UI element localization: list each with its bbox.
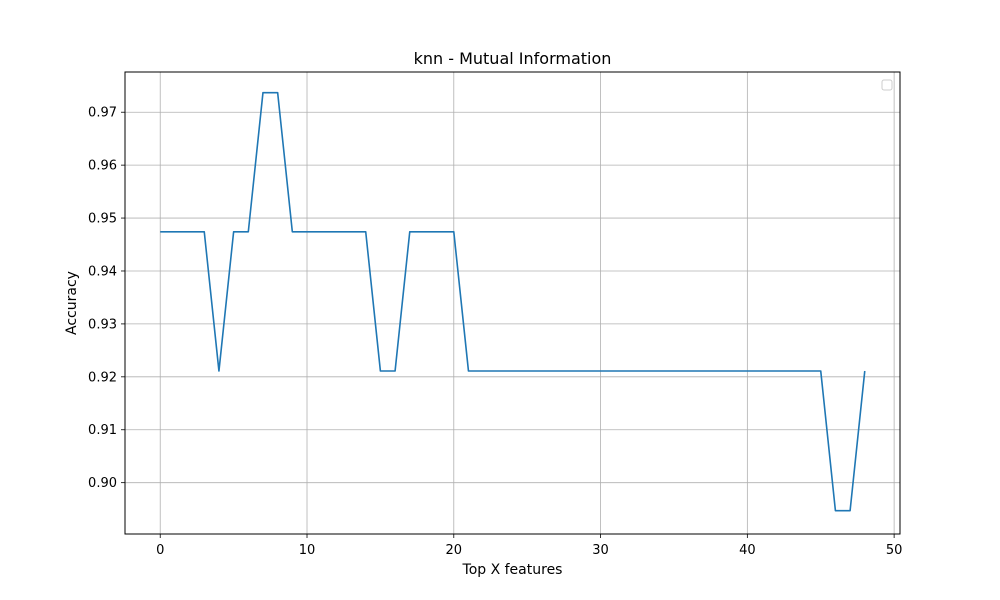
x-tick-label: 40 — [739, 543, 756, 558]
y-tick-label: 0.90 — [88, 476, 117, 491]
data-point — [306, 230, 309, 233]
data-point — [526, 370, 529, 373]
grid — [125, 72, 900, 534]
data-point — [584, 370, 587, 373]
data-point — [335, 230, 338, 233]
data-point — [863, 370, 866, 373]
data-point — [452, 230, 455, 233]
x-tick-label: 30 — [592, 543, 609, 558]
data-point — [761, 370, 764, 373]
x-tick-label: 20 — [446, 543, 463, 558]
data-point — [628, 370, 631, 373]
x-axis-label: Top X features — [462, 562, 563, 578]
data-point — [320, 230, 323, 233]
data-point — [511, 370, 514, 373]
data-point — [570, 370, 573, 373]
data-point — [467, 370, 470, 373]
data-point — [482, 370, 485, 373]
data-point — [775, 370, 778, 373]
data-point — [540, 370, 543, 373]
data-point — [188, 230, 191, 233]
data-point — [834, 509, 837, 512]
data-point — [746, 370, 749, 373]
data-point — [247, 230, 250, 233]
series-layer — [159, 91, 866, 512]
y-tick-label: 0.94 — [88, 264, 117, 279]
data-point — [555, 370, 558, 373]
data-point — [790, 370, 793, 373]
data-point — [173, 230, 176, 233]
chart-title: knn - Mutual Information — [414, 49, 612, 68]
y-tick-label: 0.93 — [88, 317, 117, 332]
data-point — [379, 370, 382, 373]
data-point — [849, 509, 852, 512]
data-point — [643, 370, 646, 373]
y-axis-label: Accuracy — [64, 271, 80, 335]
data-point — [658, 370, 661, 373]
accuracy-line — [160, 91, 866, 512]
data-point — [291, 230, 294, 233]
data-point — [408, 230, 411, 233]
data-point — [614, 370, 617, 373]
y-tick-label: 0.91 — [88, 423, 117, 438]
data-point — [819, 370, 822, 373]
data-point — [702, 370, 705, 373]
data-point — [687, 370, 690, 373]
data-point — [716, 370, 719, 373]
data-point — [599, 370, 602, 373]
x-tick-label: 0 — [156, 543, 164, 558]
data-point — [364, 230, 367, 233]
y-tick-label: 0.96 — [88, 159, 117, 174]
data-point — [423, 230, 426, 233]
data-point — [394, 370, 397, 373]
y-tick-label: 0.92 — [88, 370, 117, 385]
data-point — [496, 370, 499, 373]
y-tick-label: 0.97 — [88, 106, 117, 121]
x-tick-label: 10 — [299, 543, 316, 558]
data-point — [203, 230, 206, 233]
data-point — [261, 91, 264, 94]
x-tick-label: 50 — [886, 543, 903, 558]
data-point — [438, 230, 441, 233]
data-point — [159, 230, 162, 233]
y-tick-label: 0.95 — [88, 212, 117, 227]
data-point — [276, 91, 279, 94]
data-point — [805, 370, 808, 373]
data-point — [350, 230, 353, 233]
data-point — [232, 230, 235, 233]
ticks: 0 10 20 30 40 50 0.90 0.91 0.92 0.93 0.94 0.95 0.96 0… — [88, 106, 902, 558]
data-point — [217, 370, 220, 373]
plot-frame — [124, 71, 901, 535]
legend-box — [881, 79, 893, 91]
data-point — [672, 370, 675, 373]
data-point — [731, 370, 734, 373]
